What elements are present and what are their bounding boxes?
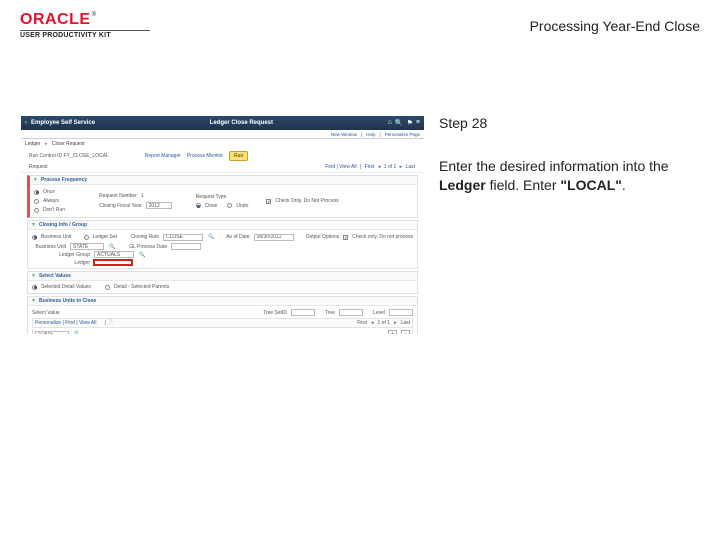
- app-screenshot: ‹ Employee Self Service Ledger Close Req…: [20, 115, 425, 335]
- radio-once[interactable]: [34, 190, 39, 195]
- find-viewall[interactable]: Find | View All: [325, 164, 356, 170]
- sv-title: Select Values: [39, 273, 71, 279]
- lookup-icon[interactable]: 🔍: [109, 244, 115, 250]
- report-manager-link[interactable]: Report Manager: [145, 153, 181, 159]
- process-monitor-link[interactable]: Process Monitor: [187, 153, 223, 159]
- bu-input[interactable]: [70, 243, 104, 250]
- pf-title: Process Frequency: [41, 177, 87, 183]
- closing-group-panel: ▼Closing Info / Group Business Unit Ledg…: [27, 220, 418, 269]
- bu-row-input[interactable]: [35, 331, 69, 336]
- search-icon[interactable]: 🔍: [395, 119, 404, 127]
- nav-left-title[interactable]: Employee Self Service: [31, 120, 95, 126]
- radio-close[interactable]: [196, 203, 201, 208]
- row-del-icon[interactable]: −: [401, 330, 410, 335]
- process-frequency-panel: ▼Process Frequency Once Always Don't Run…: [27, 175, 418, 218]
- bu-title: Business Units to Close: [39, 298, 96, 304]
- radio-sel-detail[interactable]: [32, 285, 37, 290]
- instruction-column: Step 28 Enter the desired information in…: [439, 115, 689, 335]
- lookup-icon[interactable]: 🔍: [208, 234, 214, 240]
- link-personalize[interactable]: Personalize Page: [385, 132, 420, 137]
- bu-label: Business Unit: [32, 244, 66, 250]
- tbl-controls[interactable]: Personalize | Find | View All: [35, 320, 96, 326]
- nav-center-title: Ledger Close Request: [99, 120, 384, 126]
- app-navbar: ‹ Employee Self Service Ledger Close Req…: [21, 116, 424, 130]
- tree-setid-input[interactable]: [291, 309, 315, 316]
- radio-gl-ls[interactable]: [84, 235, 89, 240]
- page-title: Processing Year-End Close: [530, 18, 700, 34]
- home-icon[interactable]: ⌂: [388, 119, 392, 127]
- step-number: Step 28: [439, 115, 689, 131]
- closing-rule-input[interactable]: [163, 234, 203, 241]
- ledger-label: Ledger: [32, 260, 90, 266]
- flag-icon[interactable]: ⚑: [407, 119, 413, 127]
- lookup-icon[interactable]: 🔍: [139, 252, 145, 258]
- ledger-input-highlight[interactable]: [93, 259, 133, 266]
- radio-undo[interactable]: [227, 203, 232, 208]
- pager-first[interactable]: First: [365, 164, 375, 170]
- menu-icon[interactable]: ≡: [416, 119, 420, 127]
- radio-dont[interactable]: [34, 208, 39, 213]
- pager-count: 1 of 1: [384, 164, 397, 170]
- tbl-first[interactable]: First: [357, 320, 367, 326]
- asof-input[interactable]: [254, 234, 294, 241]
- runctrl-value: FY_CLOSE_LOCAL: [63, 153, 108, 159]
- lookup-icon[interactable]: 🔍: [74, 331, 80, 335]
- check-output[interactable]: [343, 235, 348, 240]
- request-pager-row: Request Find | View All | First ◂ 1 of 1…: [21, 163, 424, 173]
- runctrl-label: Run Control ID: [29, 153, 62, 159]
- request-label: Request: [29, 164, 48, 170]
- step-body: Enter the desired information into the L…: [439, 157, 689, 195]
- tbl-last[interactable]: Last: [401, 320, 410, 326]
- radio-gl-bu[interactable]: [32, 235, 37, 240]
- req-no: 1: [141, 193, 144, 199]
- link-new-window[interactable]: New Window: [331, 132, 357, 137]
- link-help[interactable]: Help: [366, 132, 375, 137]
- tree-input[interactable]: [339, 309, 363, 316]
- run-button[interactable]: Run: [229, 151, 248, 161]
- subnav-links: New Window| Help| Personalize Page: [21, 130, 424, 139]
- tbl-pager: 1 of 1: [378, 320, 391, 326]
- select-values-panel: ▼Select Values Selected Detail Values De…: [27, 271, 418, 294]
- ledger-group-input[interactable]: [94, 251, 134, 258]
- gldate-input[interactable]: [171, 243, 201, 250]
- crumb-b[interactable]: Close Request: [52, 141, 85, 147]
- run-control-row: Run Control ID FY_CLOSE_LOCAL Report Man…: [21, 149, 424, 163]
- pager-last[interactable]: Last: [406, 164, 415, 170]
- check-only[interactable]: [266, 199, 271, 204]
- radio-always[interactable]: [34, 199, 39, 204]
- level-input[interactable]: [389, 309, 413, 316]
- close-title: Closing Info / Group: [39, 222, 87, 228]
- fiscal-year-input[interactable]: [146, 202, 172, 209]
- breadcrumb: Ledger ▸ Close Request: [21, 139, 424, 149]
- bu-to-close-panel: ▼Business Units to Close Select Value Tr…: [27, 296, 418, 335]
- row-add-icon[interactable]: +: [388, 330, 397, 335]
- ledger-group-label: Ledger Group: [32, 252, 90, 258]
- crumb-a[interactable]: Ledger: [25, 141, 41, 147]
- radio-detail-parents[interactable]: [105, 285, 110, 290]
- nav-back-icon[interactable]: ‹: [25, 120, 27, 126]
